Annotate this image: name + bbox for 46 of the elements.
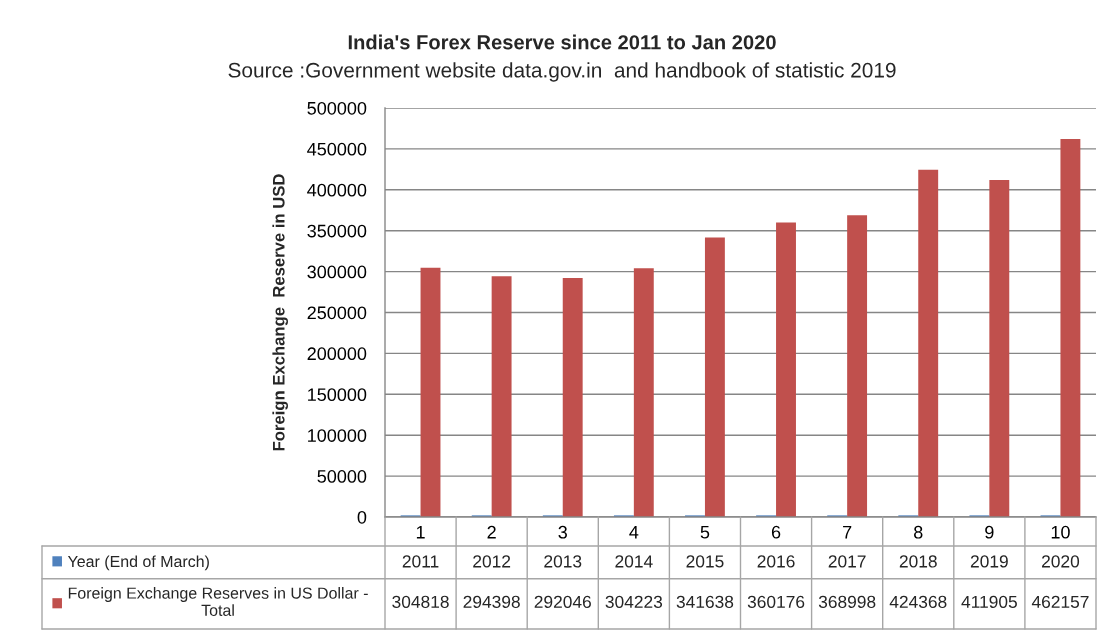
data-label: 292046 <box>534 595 591 609</box>
x-tick-label: 2 <box>487 525 496 539</box>
data-label: 2016 <box>757 555 795 568</box>
y-axis-title: Foreign Exchange Reserve in USD <box>272 174 288 451</box>
data-label: 462157 <box>1031 595 1089 609</box>
data-label: 2017 <box>828 555 866 568</box>
y-tick-label: 300000 <box>307 265 367 279</box>
data-label: 2011 <box>402 555 439 568</box>
data-label: 341638 <box>676 595 734 609</box>
data-label: 2012 <box>473 555 511 568</box>
data-label: 424368 <box>889 595 947 609</box>
x-tick-label: 3 <box>558 525 567 539</box>
x-tick-label: 9 <box>985 525 994 539</box>
data-label: 2019 <box>970 555 1008 568</box>
y-tick-label: 100000 <box>308 429 367 442</box>
data-label: 2020 <box>1042 555 1080 568</box>
x-tick-label: 6 <box>771 525 781 539</box>
x-tick-label: 8 <box>914 525 923 539</box>
x-tick-label: 10 <box>1051 525 1070 539</box>
y-tick-label: 350000 <box>307 224 367 238</box>
chart-subtitle: Source :Government website data.gov.in and handbook of statistic 2019 <box>228 62 896 82</box>
data-label: 411905 <box>961 595 1017 609</box>
y-tick-label: 200000 <box>307 347 367 361</box>
data-label: 304223 <box>605 595 663 609</box>
data-label: 294398 <box>463 595 520 609</box>
x-tick-label: 7 <box>843 526 852 539</box>
x-tick-label: 4 <box>629 526 639 539</box>
y-tick-label: 250000 <box>307 306 367 320</box>
y-tick-label: 0 <box>357 510 367 524</box>
y-tick-label: 450000 <box>307 142 367 156</box>
y-tick-label: 50000 <box>317 470 367 483</box>
data-label: 304818 <box>392 595 449 609</box>
y-tick-label: 150000 <box>308 388 367 402</box>
y-tick-label: 400000 <box>307 183 367 197</box>
data-label: 2013 <box>544 555 582 568</box>
x-tick-label: 1 <box>416 526 425 539</box>
data-label: 2018 <box>899 555 937 568</box>
legend-label: Year (End of March) <box>67 555 209 571</box>
legend-label: Foreign Exchange Reserves in US Dollar - Total <box>68 587 368 616</box>
y-tick-label: 500000 <box>307 101 367 115</box>
data-label: 360176 <box>747 595 805 609</box>
x-tick-label: 5 <box>700 526 710 539</box>
data-label: 368998 <box>818 595 876 609</box>
data-label: 2014 <box>615 555 653 568</box>
data-label: 2015 <box>686 555 724 568</box>
chart-title: India's Forex Reserve since 2011 to Jan 2020 <box>348 34 776 50</box>
